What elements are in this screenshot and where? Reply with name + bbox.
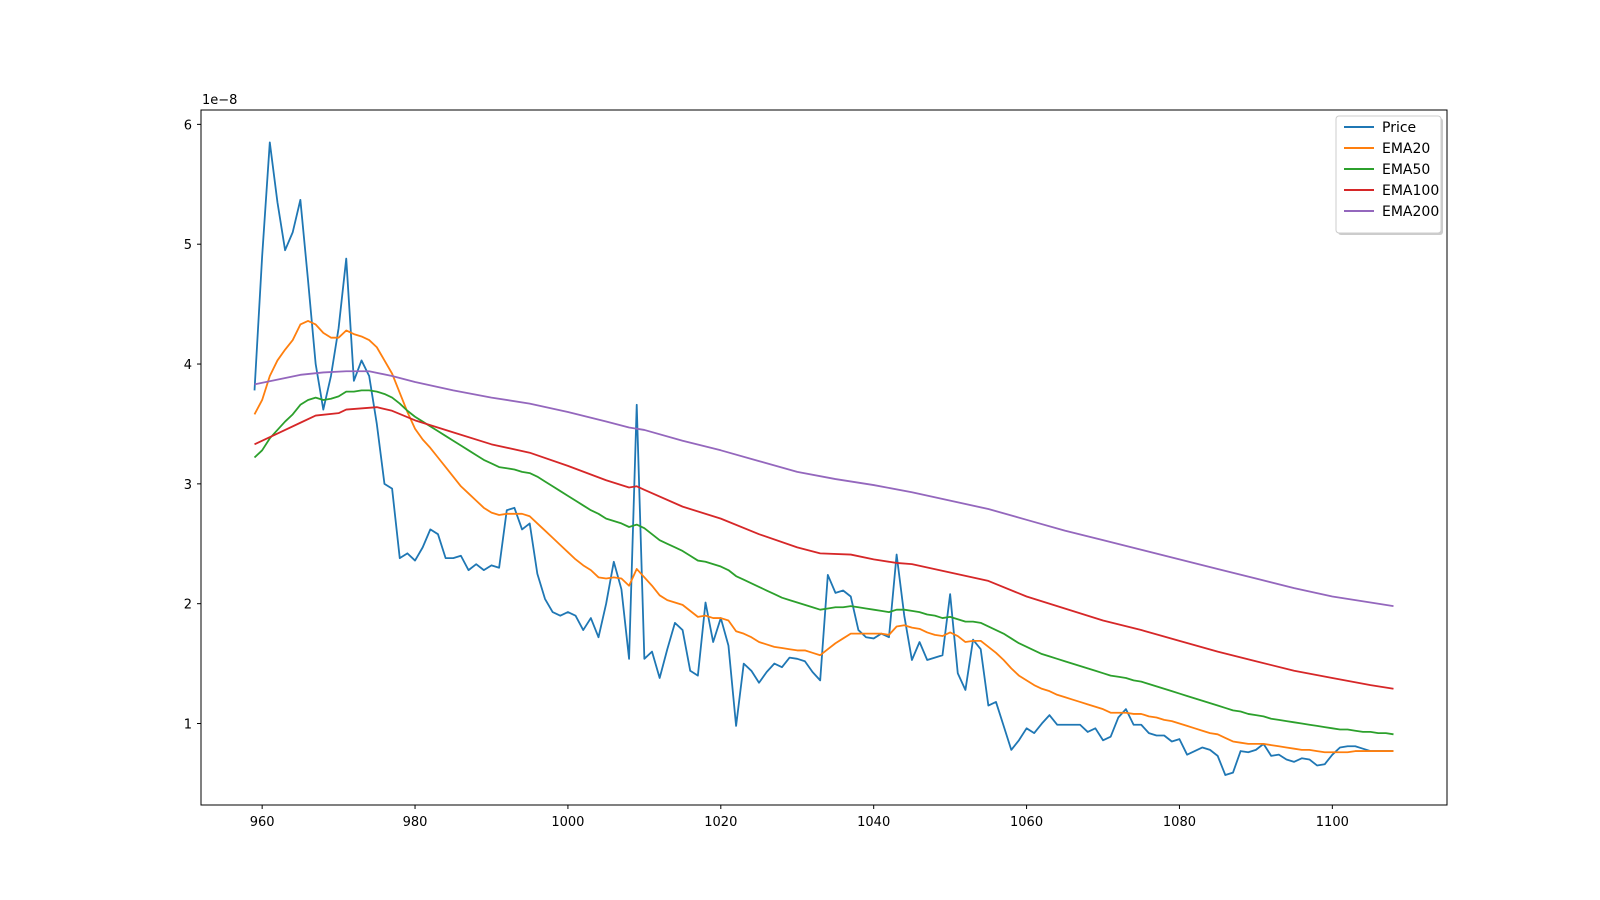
y-tick-label: 5 bbox=[184, 238, 192, 253]
legend-box bbox=[1335, 115, 1442, 234]
x-tick-label: 980 bbox=[403, 815, 428, 830]
x-tick-label: 1020 bbox=[704, 815, 737, 830]
legend: Price EMA20 EMA50 EMA100 EMA200 bbox=[1335, 115, 1443, 235]
y-tick-label: 6 bbox=[184, 118, 192, 133]
y-axis: 1 2 3 4 5 6 bbox=[184, 118, 201, 733]
legend-label-ema100: EMA100 bbox=[1382, 183, 1439, 199]
y-tick-label: 1 bbox=[184, 718, 192, 733]
y-tick-label: 4 bbox=[184, 358, 192, 373]
x-tick-label: 1060 bbox=[1010, 815, 1043, 830]
series-layer bbox=[253, 141, 1394, 776]
axes-frame bbox=[200, 109, 1448, 806]
x-tick-label: 1080 bbox=[1163, 815, 1196, 830]
y-tick-label: 3 bbox=[184, 478, 192, 493]
series-line-ema50 bbox=[253, 389, 1394, 736]
legend-label-ema200: EMA200 bbox=[1382, 204, 1439, 220]
x-axis: 960 980 1000 1020 1040 1060 1080 1100 bbox=[250, 805, 1349, 830]
y-tick-label: 2 bbox=[184, 598, 192, 613]
legend-label-ema20: EMA20 bbox=[1382, 141, 1430, 157]
y-offset-label: 1e−8 bbox=[202, 93, 237, 108]
series-line-ema100 bbox=[254, 406, 1394, 690]
series-line-ema200 bbox=[254, 370, 1394, 607]
legend-label-price: Price bbox=[1382, 120, 1416, 136]
x-tick-label: 960 bbox=[250, 815, 275, 830]
x-tick-label: 1100 bbox=[1316, 815, 1349, 830]
series-line-ema20 bbox=[253, 319, 1394, 754]
legend-label-ema50: EMA50 bbox=[1382, 162, 1430, 178]
series-line-price bbox=[253, 141, 1394, 776]
x-tick-label: 1000 bbox=[551, 815, 584, 830]
x-tick-label: 1040 bbox=[857, 815, 890, 830]
